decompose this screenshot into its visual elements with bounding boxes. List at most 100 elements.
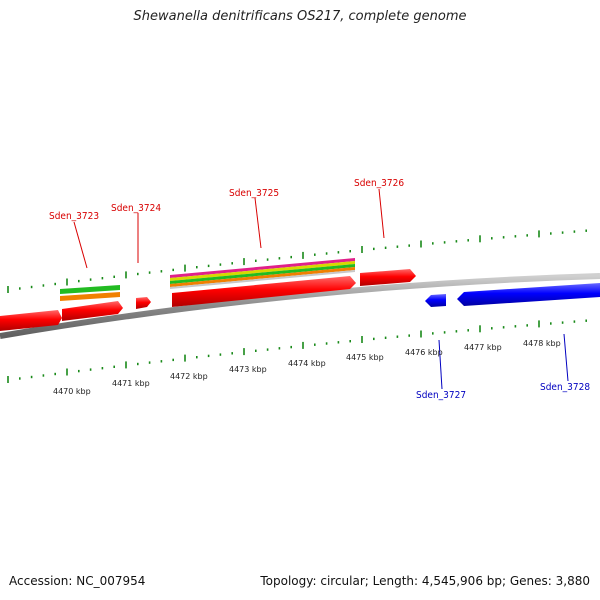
- scale-label: 4478 kbp: [523, 339, 561, 348]
- minor-tick: [172, 358, 174, 362]
- feature-tracks-left: [60, 285, 120, 301]
- minor-tick: [196, 266, 198, 269]
- genome-summary-text: Topology: circular; Length: 4,545,906 bp…: [260, 574, 590, 588]
- major-tick: [538, 230, 540, 238]
- minor-tick: [337, 341, 340, 344]
- scale-label: 4477 kbp: [464, 343, 502, 352]
- gene-label-sden-3725: Sden_3725: [229, 188, 279, 199]
- minor-tick: [502, 326, 505, 329]
- major-tick: [302, 341, 304, 349]
- minor-tick: [526, 234, 528, 237]
- minor-tick: [573, 230, 576, 233]
- minor-tick: [266, 258, 269, 261]
- minor-tick: [373, 247, 375, 251]
- minor-tick: [314, 253, 316, 256]
- minor-tick: [349, 250, 351, 253]
- gene-arrow-sden-3724[interactable]: [136, 297, 151, 309]
- minor-tick: [443, 241, 446, 244]
- scale-label: 4470 kbp: [53, 387, 91, 396]
- minor-tick: [172, 268, 174, 272]
- major-tick: [302, 251, 304, 259]
- gene-arrow-sden-3723[interactable]: [62, 301, 123, 321]
- minor-tick: [573, 320, 576, 323]
- minor-tick: [19, 377, 21, 380]
- major-tick: [66, 278, 68, 286]
- minor-tick: [148, 361, 151, 364]
- minor-tick: [455, 330, 458, 333]
- major-tick: [7, 286, 9, 293]
- accession-text: Accession: NC_007954: [9, 574, 146, 588]
- gene-label-sden-3727: Sden_3727: [416, 390, 466, 401]
- gene-arrow-sden-3726[interactable]: [360, 269, 416, 286]
- minor-tick: [526, 324, 528, 327]
- minor-tick: [561, 231, 564, 234]
- minor-tick: [89, 278, 92, 281]
- minor-tick: [491, 237, 493, 240]
- minor-tick: [78, 279, 80, 283]
- minor-tick: [550, 232, 552, 235]
- forward-genes: [0, 269, 416, 331]
- major-tick: [538, 320, 540, 328]
- major-tick: [184, 354, 186, 362]
- minor-tick: [54, 372, 56, 376]
- major-tick: [184, 264, 186, 272]
- minor-tick: [30, 285, 33, 289]
- minor-tick: [467, 329, 469, 332]
- major-tick: [125, 361, 127, 369]
- major-tick: [125, 271, 127, 279]
- minor-tick: [443, 331, 446, 334]
- bottom-tick-row: [7, 319, 587, 383]
- minor-tick: [219, 263, 222, 266]
- minor-tick: [467, 239, 469, 242]
- minor-tick: [278, 347, 281, 350]
- minor-tick: [113, 365, 115, 368]
- minor-tick: [290, 255, 292, 259]
- minor-tick: [137, 362, 139, 366]
- minor-tick: [101, 277, 104, 280]
- gene-label-sden-3724: Sden_3724: [111, 203, 161, 214]
- major-tick: [66, 368, 68, 376]
- scale-label: 4472 kbp: [170, 372, 208, 381]
- scale-label: 4475 kbp: [346, 353, 384, 362]
- major-tick: [361, 246, 363, 253]
- feature-tracks-center: [170, 258, 355, 289]
- major-tick: [420, 240, 422, 248]
- gene-arrow-left-edge[interactable]: [0, 310, 62, 331]
- gene-arrow-sden-3725[interactable]: [172, 276, 356, 307]
- minor-tick: [137, 272, 139, 276]
- label-leaders: [73, 188, 569, 390]
- minor-tick: [290, 345, 292, 349]
- minor-tick: [491, 327, 493, 330]
- minor-tick: [207, 264, 210, 268]
- minor-tick: [585, 319, 587, 322]
- minor-tick: [314, 343, 316, 346]
- minor-tick: [160, 360, 163, 363]
- minor-tick: [455, 240, 458, 243]
- major-tick: [361, 336, 363, 343]
- scale-label: 4476 kbp: [405, 348, 443, 357]
- minor-tick: [550, 322, 552, 325]
- scale-label: 4473 kbp: [229, 365, 267, 374]
- major-tick: [243, 258, 245, 266]
- minor-tick: [196, 356, 198, 359]
- major-tick: [243, 348, 245, 356]
- minor-tick: [396, 335, 399, 338]
- minor-tick: [408, 244, 410, 247]
- minor-tick: [255, 259, 257, 262]
- gene-arrow-sden-3727[interactable]: [425, 294, 446, 307]
- minor-tick: [278, 257, 281, 260]
- gene-label-sden-3726: Sden_3726: [354, 178, 404, 189]
- minor-tick: [373, 337, 375, 341]
- minor-tick: [325, 342, 328, 345]
- minor-tick: [219, 353, 222, 356]
- gene-arrow-sden-3728[interactable]: [457, 283, 600, 306]
- minor-tick: [54, 282, 56, 286]
- minor-tick: [42, 374, 45, 377]
- minor-tick: [432, 242, 434, 245]
- minor-tick: [585, 229, 587, 232]
- minor-tick: [349, 340, 351, 343]
- gene-label-sden-3728: Sden_3728: [540, 382, 590, 393]
- minor-tick: [266, 348, 269, 351]
- scale-labels: 4470 kbp 4471 kbp 4472 kbp 4473 kbp 4474…: [53, 339, 561, 396]
- minor-tick: [384, 336, 387, 339]
